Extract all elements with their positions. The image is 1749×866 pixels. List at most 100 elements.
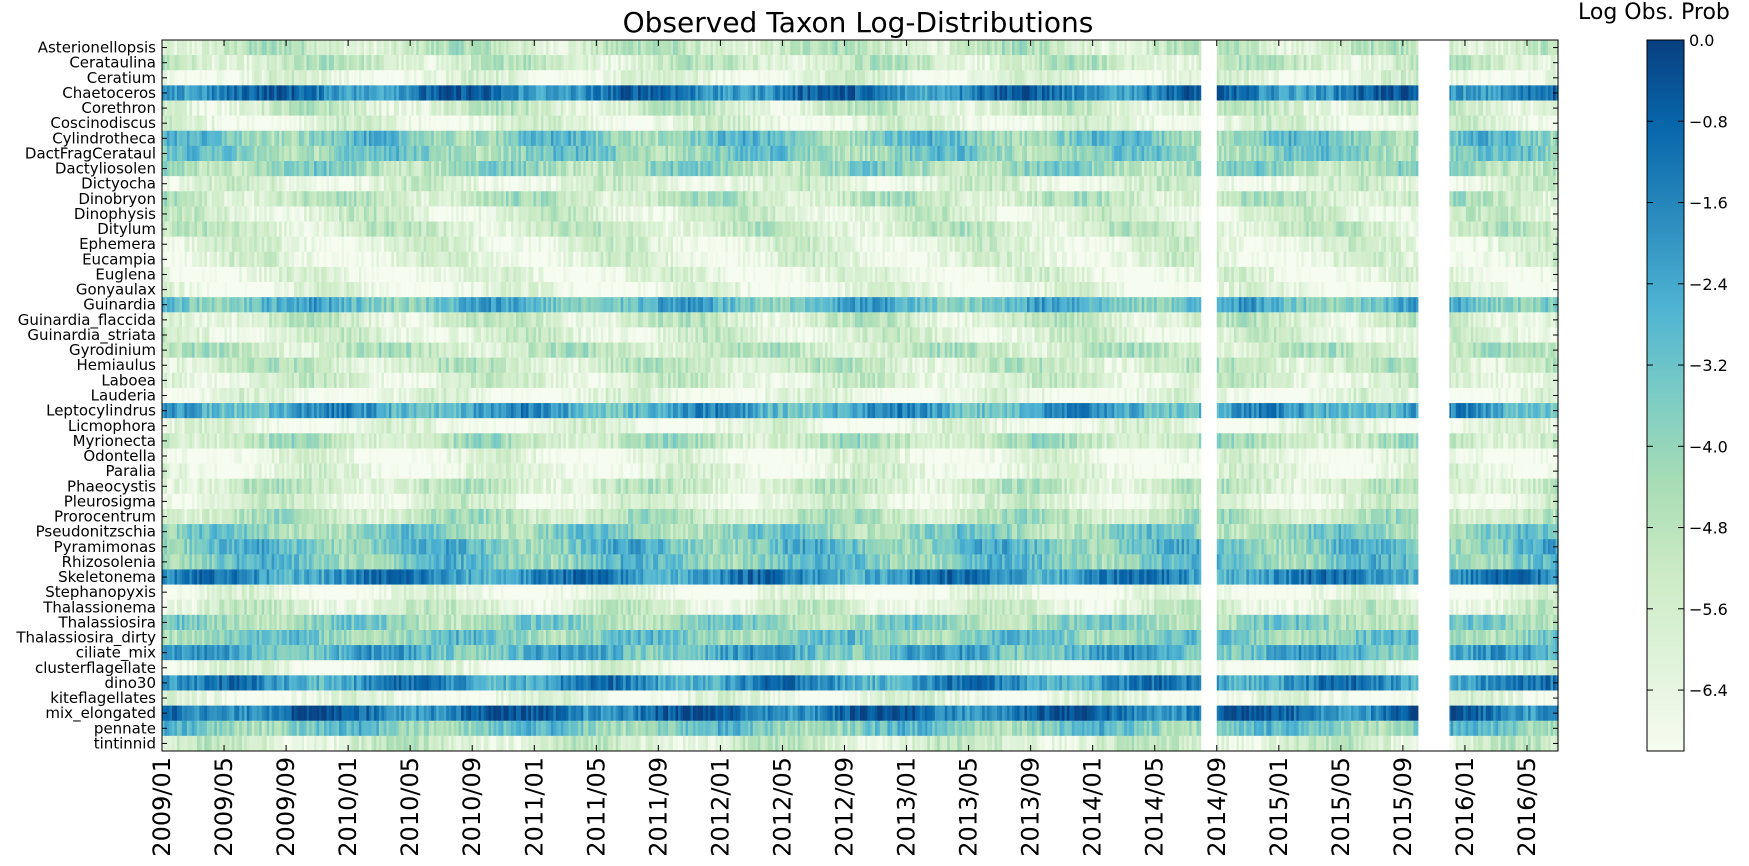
heatmap-cell — [1036, 100, 1041, 116]
heatmap-cell — [496, 85, 500, 101]
heatmap-cell — [1056, 100, 1061, 116]
heatmap-cell — [725, 70, 729, 86]
heatmap-cell — [912, 100, 916, 116]
heatmap-cell — [286, 100, 290, 116]
heatmap-cell — [715, 55, 719, 71]
heatmap-cell — [578, 55, 582, 71]
heatmap-cell — [1383, 40, 1387, 56]
heatmap-cell — [705, 40, 709, 56]
heatmap-cell — [224, 85, 228, 101]
heatmap-cell — [1024, 55, 1028, 71]
heatmap-cell — [994, 100, 998, 116]
heatmap-cell — [1186, 70, 1190, 86]
heatmap-cell — [329, 40, 333, 56]
heatmap-cell — [1273, 70, 1277, 86]
heatmap-cell — [618, 85, 622, 101]
heatmap-cell — [1064, 85, 1068, 101]
heatmap-cell — [226, 70, 230, 86]
heatmap-cell — [234, 100, 238, 116]
heatmap-cell — [1002, 55, 1006, 71]
heatmap-cell — [927, 70, 931, 86]
heatmap-cell — [1288, 40, 1292, 56]
heatmap-cell — [336, 85, 340, 101]
heatmap-cell — [478, 55, 482, 71]
heatmap-cell — [1216, 70, 1220, 86]
heatmap-cell — [702, 55, 707, 71]
heatmap-cell — [668, 100, 672, 116]
heatmap-cell — [777, 55, 781, 71]
heatmap-cell — [1189, 100, 1193, 116]
heatmap-cell — [1463, 55, 1467, 71]
heatmap-cell — [493, 85, 497, 101]
heatmap-cell — [695, 55, 699, 71]
heatmap-cell — [341, 100, 345, 116]
heatmap-cell — [608, 55, 612, 71]
heatmap-cell — [588, 40, 592, 56]
heatmap-cell — [790, 40, 794, 56]
heatmap-cell — [1256, 40, 1260, 56]
heatmap-cell — [670, 40, 674, 56]
heatmap-cell — [745, 85, 749, 101]
heatmap-cell — [1313, 85, 1317, 101]
heatmap-cell — [957, 85, 961, 101]
heatmap-cell — [321, 85, 325, 101]
heatmap-cell — [635, 100, 639, 116]
heatmap-cell — [1448, 70, 1452, 86]
heatmap-cell — [1233, 40, 1238, 56]
heatmap-cell — [1081, 70, 1085, 86]
heatmap-cell — [256, 85, 260, 101]
heatmap-cell — [862, 55, 866, 71]
heatmap-cell — [1014, 70, 1018, 86]
heatmap-cell — [368, 70, 372, 86]
heatmap-cell — [1296, 70, 1300, 86]
heatmap-cell — [802, 100, 806, 116]
heatmap-cell — [884, 55, 889, 71]
heatmap-cell — [493, 55, 497, 71]
heatmap-cell — [461, 70, 465, 86]
heatmap-cell — [1159, 85, 1163, 101]
heatmap-cell — [1288, 85, 1292, 101]
heatmap-cell — [294, 100, 298, 116]
heatmap-cell — [722, 55, 726, 71]
heatmap-cell — [416, 55, 420, 71]
heatmap-cell — [346, 100, 350, 116]
heatmap-cell — [830, 85, 834, 101]
heatmap-cell — [348, 55, 353, 71]
heatmap-cell — [922, 100, 926, 116]
heatmap-cell — [807, 55, 811, 71]
heatmap-cell — [493, 40, 497, 56]
heatmap-cell — [1149, 85, 1153, 101]
heatmap-cell — [403, 100, 407, 116]
heatmap-cell — [957, 100, 961, 116]
heatmap-cell — [902, 40, 906, 56]
heatmap-cell — [949, 100, 953, 116]
heatmap-cell — [648, 100, 652, 116]
heatmap-cell — [234, 40, 238, 56]
heatmap-cell — [428, 70, 432, 86]
heatmap-cell — [660, 55, 664, 71]
heatmap-cell — [191, 70, 195, 86]
heatmap-cell — [967, 100, 971, 116]
heatmap-cell — [1463, 70, 1467, 86]
heatmap-cell — [979, 40, 983, 56]
heatmap-cell — [1007, 40, 1011, 56]
heatmap-cell — [1478, 40, 1482, 56]
heatmap-cell — [201, 85, 205, 101]
heatmap-cell — [1154, 100, 1158, 116]
heatmap-cell — [740, 40, 744, 56]
heatmap-cell — [645, 100, 649, 116]
heatmap-cell — [770, 70, 774, 86]
heatmap-cell — [633, 100, 637, 116]
heatmap-cell — [378, 70, 382, 86]
heatmap-cell — [1111, 70, 1115, 86]
heatmap-cell — [1009, 40, 1013, 56]
heatmap-cell — [638, 85, 642, 101]
heatmap-cell — [1415, 40, 1419, 56]
heatmap-cell — [1286, 55, 1290, 71]
heatmap-cell — [186, 85, 191, 101]
heatmap-cell — [1164, 100, 1168, 116]
heatmap-cell — [727, 70, 731, 86]
heatmap-cell — [1373, 70, 1377, 86]
heatmap-cell — [1231, 55, 1235, 71]
heatmap-cell — [643, 85, 647, 101]
